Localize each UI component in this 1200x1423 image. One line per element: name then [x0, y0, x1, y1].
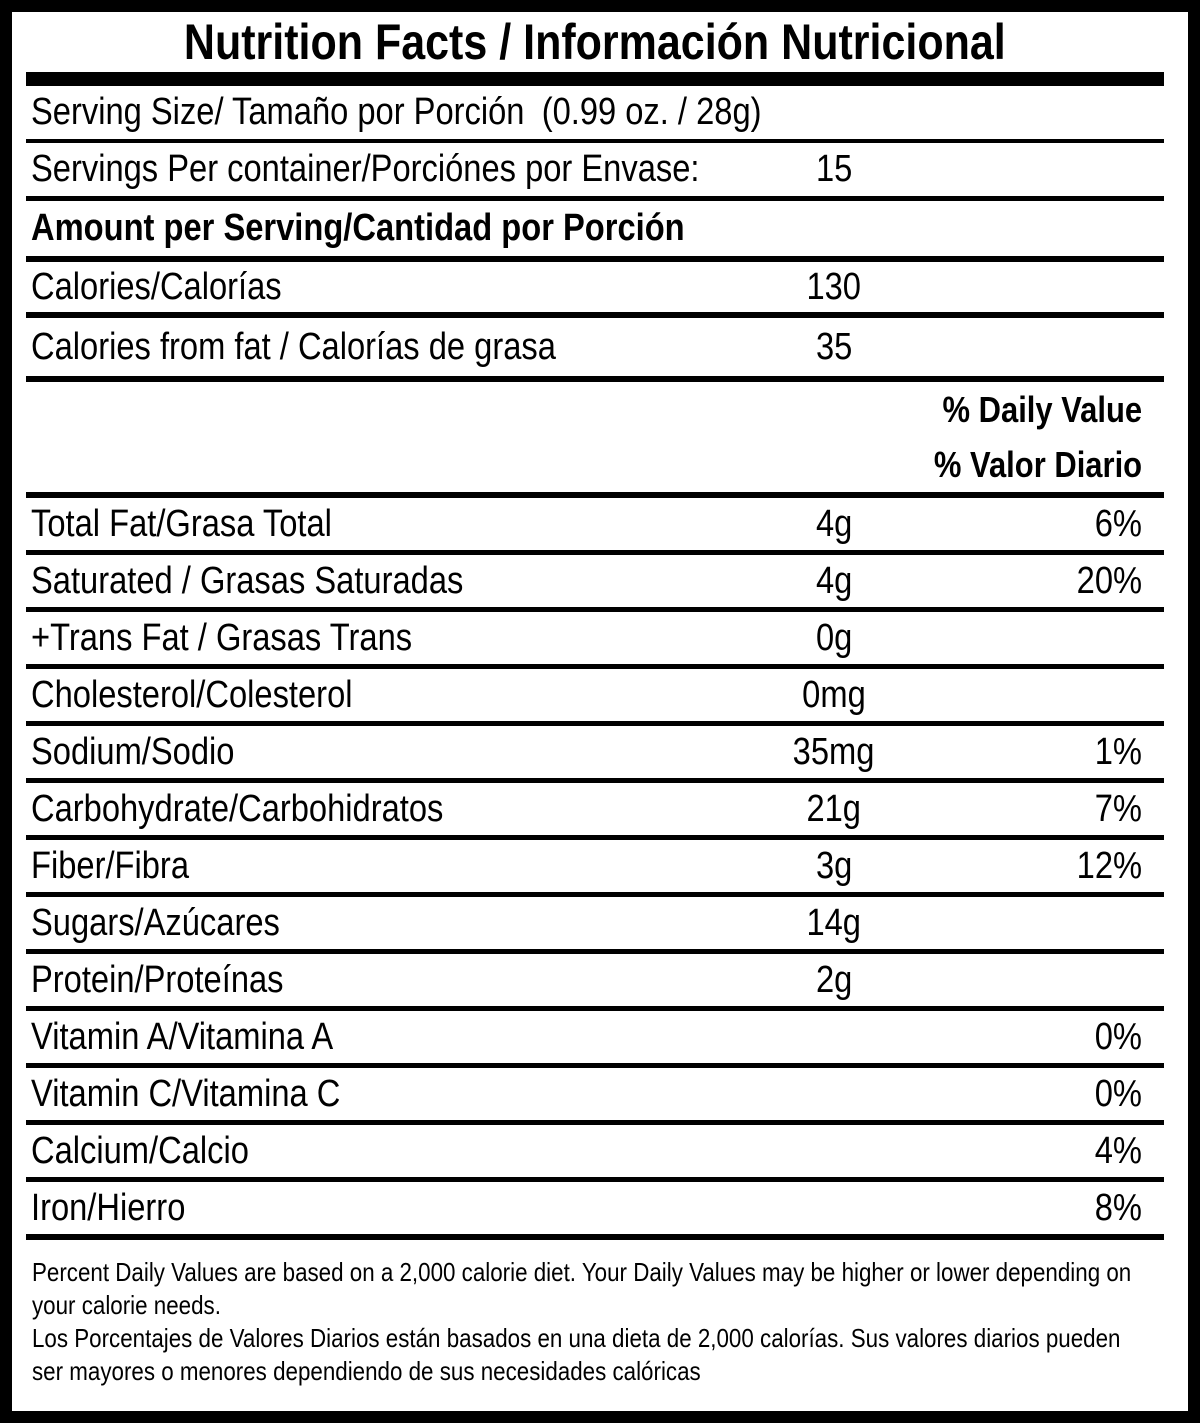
nutrient-amount: 0mg [802, 673, 866, 716]
label-title-row: Nutrition Facts / Información Nutriciona… [26, 12, 1164, 86]
nutrient-row-vitamin-a: Vitamin A/Vitamina A 0% [26, 1011, 1164, 1068]
nutrient-amount: 0g [815, 616, 853, 659]
calories-from-fat-row: Calories from fat / Calorías de grasa 35 [26, 318, 1164, 382]
nutrient-label: +Trans Fat / Grasas Trans [31, 616, 413, 659]
serving-size-row: Serving Size/ Tamaño por Porción (0.99 oz… [26, 86, 1164, 143]
nutrient-amount: 21g [806, 787, 862, 830]
nutrient-row-carbohydrate: Carbohydrate/Carbohidratos 21g 7% [26, 783, 1164, 840]
nutrient-label: Vitamin C/Vitamina C [31, 1072, 341, 1115]
calories-row: Calories/Calorías 130 [26, 262, 1164, 318]
nutrient-amount: 4g [815, 559, 853, 602]
footnotes: Percent Daily Values are based on a 2,00… [26, 1240, 1164, 1411]
nutrient-row-calcium: Calcium/Calcio 4% [26, 1125, 1164, 1182]
servings-per-container-label: Servings Per container/Porciónes por Env… [31, 148, 700, 190]
nutrient-dv: 0% [1094, 1015, 1142, 1058]
serving-size: Serving Size/ Tamaño por Porción (0.99 oz… [31, 91, 762, 134]
nutrient-amount: 14g [806, 901, 862, 944]
nutrient-label: Iron/Hierro [31, 1186, 186, 1229]
nutrient-amount: 2g [815, 958, 853, 1001]
nutrition-label-body: Nutrition Facts / Información Nutriciona… [26, 12, 1164, 1411]
servings-per-container-row: Servings Per container/Porciónes por Env… [26, 143, 1164, 201]
daily-value-header-es: % Valor Diario [933, 443, 1142, 485]
nutrient-amount: 4g [815, 502, 853, 545]
amount-per-serving-header-row: Amount per Serving/Cantidad por Porción [26, 201, 1164, 262]
nutrient-row-sugars: Sugars/Azúcares 14g [26, 897, 1164, 954]
nutrient-row-trans-fat: +Trans Fat / Grasas Trans 0g [26, 612, 1164, 669]
nutrient-row-saturated-fat: Saturated / Grasas Saturadas 4g 20% [26, 555, 1164, 612]
nutrient-row-vitamin-c: Vitamin C/Vitamina C 0% [26, 1068, 1164, 1125]
servings-per-container-value: 15 [815, 148, 853, 190]
nutrient-label: Carbohydrate/Carbohidratos [31, 787, 444, 830]
nutrient-dv: 6% [1094, 502, 1142, 545]
nutrient-label: Saturated / Grasas Saturadas [31, 559, 464, 602]
nutrient-dv: 8% [1094, 1186, 1142, 1229]
serving-size-value: (0.99 oz. / 28g) [541, 91, 762, 133]
nutrient-label: Vitamin A/Vitamina A [31, 1015, 334, 1058]
nutrient-label: Fiber/Fibra [31, 844, 189, 887]
nutrient-label: Sugars/Azúcares [31, 901, 280, 944]
nutrient-label: Cholesterol/Colesterol [31, 673, 353, 716]
nutrient-row-total-fat: Total Fat/Grasa Total 4g 6% [26, 498, 1164, 555]
calories-from-fat-label: Calories from fat / Calorías de grasa [31, 325, 556, 368]
page-title: Nutrition Facts / Información Nutriciona… [184, 14, 1006, 70]
nutrient-dv: 20% [1076, 559, 1142, 602]
nutrient-amount: 35mg [793, 730, 875, 773]
calories-label: Calories/Calorías [31, 265, 282, 308]
nutrient-dv: 12% [1076, 844, 1142, 887]
daily-value-header: % Daily Value % Valor Diario [26, 382, 1164, 498]
calories-value: 130 [806, 265, 862, 308]
nutrient-label: Calcium/Calcio [31, 1129, 249, 1172]
nutrient-row-iron: Iron/Hierro 8% [26, 1182, 1164, 1240]
amount-per-serving-header: Amount per Serving/Cantidad por Porción [31, 207, 685, 249]
footnote-en: Percent Daily Values are based on a 2,00… [32, 1257, 1132, 1320]
nutrient-label: Sodium/Sodio [31, 730, 235, 773]
nutrient-label: Total Fat/Grasa Total [31, 502, 332, 545]
serving-size-label: Serving Size/ Tamaño por Porción [31, 91, 525, 133]
nutrient-dv: 1% [1094, 730, 1142, 773]
nutrient-dv: 7% [1094, 787, 1142, 830]
nutrient-label: Protein/Proteínas [31, 958, 284, 1001]
daily-value-header-en: % Daily Value [942, 388, 1142, 430]
nutrient-amount: 3g [815, 844, 853, 887]
nutrient-row-protein: Protein/Proteínas 2g [26, 954, 1164, 1011]
nutrient-row-sodium: Sodium/Sodio 35mg 1% [26, 726, 1164, 783]
footnote-es: Los Porcentajes de Valores Diarios están… [32, 1323, 1121, 1386]
nutrient-dv: 0% [1094, 1072, 1142, 1115]
nutrient-row-fiber: Fiber/Fibra 3g 12% [26, 840, 1164, 897]
nutrient-row-cholesterol: Cholesterol/Colesterol 0mg [26, 669, 1164, 726]
nutrient-dv: 4% [1094, 1129, 1142, 1172]
calories-from-fat-value: 35 [815, 325, 853, 368]
